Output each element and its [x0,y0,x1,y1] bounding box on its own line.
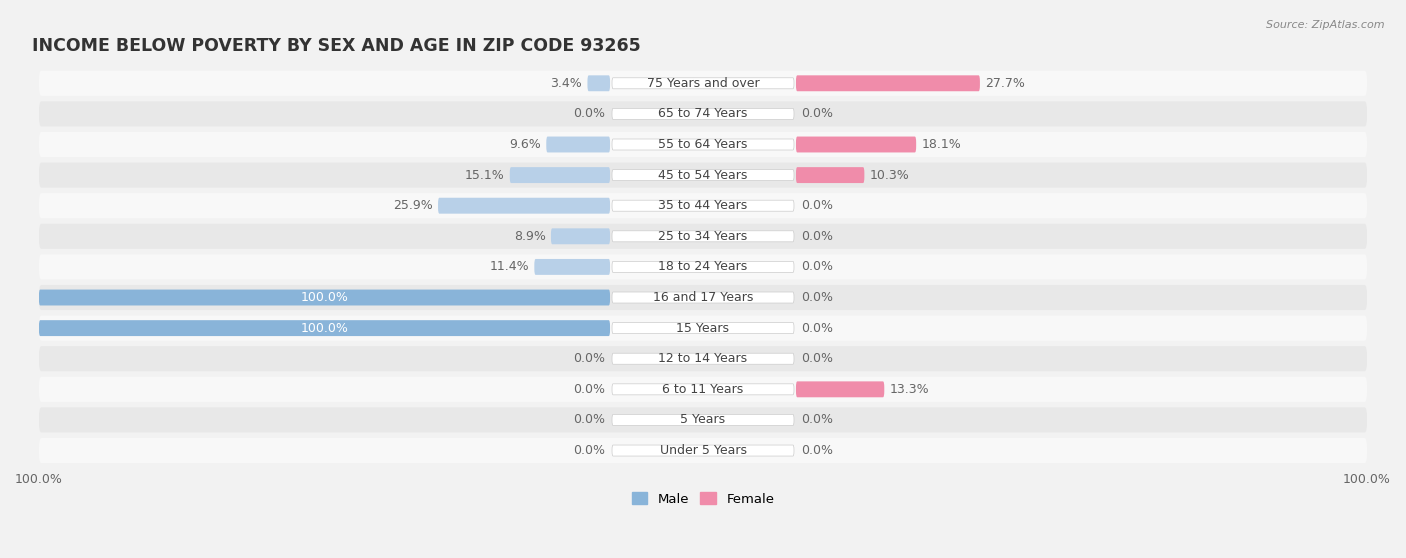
Text: INCOME BELOW POVERTY BY SEX AND AGE IN ZIP CODE 93265: INCOME BELOW POVERTY BY SEX AND AGE IN Z… [32,37,641,55]
Text: 0.0%: 0.0% [572,352,605,365]
FancyBboxPatch shape [39,224,1367,249]
Text: 0.0%: 0.0% [572,444,605,457]
FancyBboxPatch shape [796,167,865,183]
FancyBboxPatch shape [796,137,917,152]
FancyBboxPatch shape [612,445,794,456]
FancyBboxPatch shape [612,415,794,425]
Text: 0.0%: 0.0% [801,352,834,365]
FancyBboxPatch shape [612,200,794,211]
Text: 65 to 74 Years: 65 to 74 Years [658,107,748,121]
FancyBboxPatch shape [612,78,794,89]
FancyBboxPatch shape [612,231,794,242]
FancyBboxPatch shape [612,384,794,395]
Text: 35 to 44 Years: 35 to 44 Years [658,199,748,212]
Text: 25 to 34 Years: 25 to 34 Years [658,230,748,243]
Text: 27.7%: 27.7% [986,77,1025,90]
FancyBboxPatch shape [796,75,980,92]
Text: 18.1%: 18.1% [921,138,962,151]
Text: 55 to 64 Years: 55 to 64 Years [658,138,748,151]
FancyBboxPatch shape [612,139,794,150]
FancyBboxPatch shape [39,346,1367,371]
FancyBboxPatch shape [39,316,1367,341]
Text: 0.0%: 0.0% [801,261,834,273]
FancyBboxPatch shape [39,102,1367,127]
FancyBboxPatch shape [39,438,1367,463]
Text: 3.4%: 3.4% [550,77,582,90]
Text: 8.9%: 8.9% [513,230,546,243]
Text: 0.0%: 0.0% [801,444,834,457]
FancyBboxPatch shape [612,170,794,181]
Text: 9.6%: 9.6% [509,138,541,151]
FancyBboxPatch shape [612,292,794,303]
FancyBboxPatch shape [39,320,610,336]
Text: 75 Years and over: 75 Years and over [647,77,759,90]
FancyBboxPatch shape [39,71,1367,96]
Text: 16 and 17 Years: 16 and 17 Years [652,291,754,304]
FancyBboxPatch shape [612,261,794,272]
FancyBboxPatch shape [39,407,1367,432]
FancyBboxPatch shape [39,193,1367,218]
FancyBboxPatch shape [39,162,1367,187]
Text: 6 to 11 Years: 6 to 11 Years [662,383,744,396]
Text: 0.0%: 0.0% [801,199,834,212]
Text: Source: ZipAtlas.com: Source: ZipAtlas.com [1267,20,1385,30]
Text: 18 to 24 Years: 18 to 24 Years [658,261,748,273]
Text: 0.0%: 0.0% [801,230,834,243]
Text: 13.3%: 13.3% [890,383,929,396]
FancyBboxPatch shape [612,108,794,119]
Text: 100.0%: 100.0% [301,291,349,304]
Text: 100.0%: 100.0% [301,321,349,335]
Text: 0.0%: 0.0% [572,107,605,121]
Text: 5 Years: 5 Years [681,413,725,426]
Text: 0.0%: 0.0% [801,291,834,304]
FancyBboxPatch shape [39,290,610,305]
FancyBboxPatch shape [510,167,610,183]
Text: 0.0%: 0.0% [801,107,834,121]
Text: 0.0%: 0.0% [801,321,834,335]
FancyBboxPatch shape [547,137,610,152]
Text: 45 to 54 Years: 45 to 54 Years [658,169,748,181]
FancyBboxPatch shape [796,381,884,397]
FancyBboxPatch shape [612,353,794,364]
FancyBboxPatch shape [551,228,610,244]
Text: 0.0%: 0.0% [572,383,605,396]
FancyBboxPatch shape [439,198,610,214]
FancyBboxPatch shape [588,75,610,92]
FancyBboxPatch shape [39,132,1367,157]
Text: Under 5 Years: Under 5 Years [659,444,747,457]
FancyBboxPatch shape [39,377,1367,402]
Text: 10.3%: 10.3% [870,169,910,181]
Text: 11.4%: 11.4% [489,261,529,273]
Text: 12 to 14 Years: 12 to 14 Years [658,352,748,365]
FancyBboxPatch shape [534,259,610,275]
FancyBboxPatch shape [39,254,1367,280]
Text: 0.0%: 0.0% [801,413,834,426]
Text: 0.0%: 0.0% [572,413,605,426]
Legend: Male, Female: Male, Female [626,487,780,511]
FancyBboxPatch shape [39,285,1367,310]
Text: 25.9%: 25.9% [392,199,433,212]
Text: 15 Years: 15 Years [676,321,730,335]
Text: 15.1%: 15.1% [465,169,505,181]
FancyBboxPatch shape [612,323,794,334]
